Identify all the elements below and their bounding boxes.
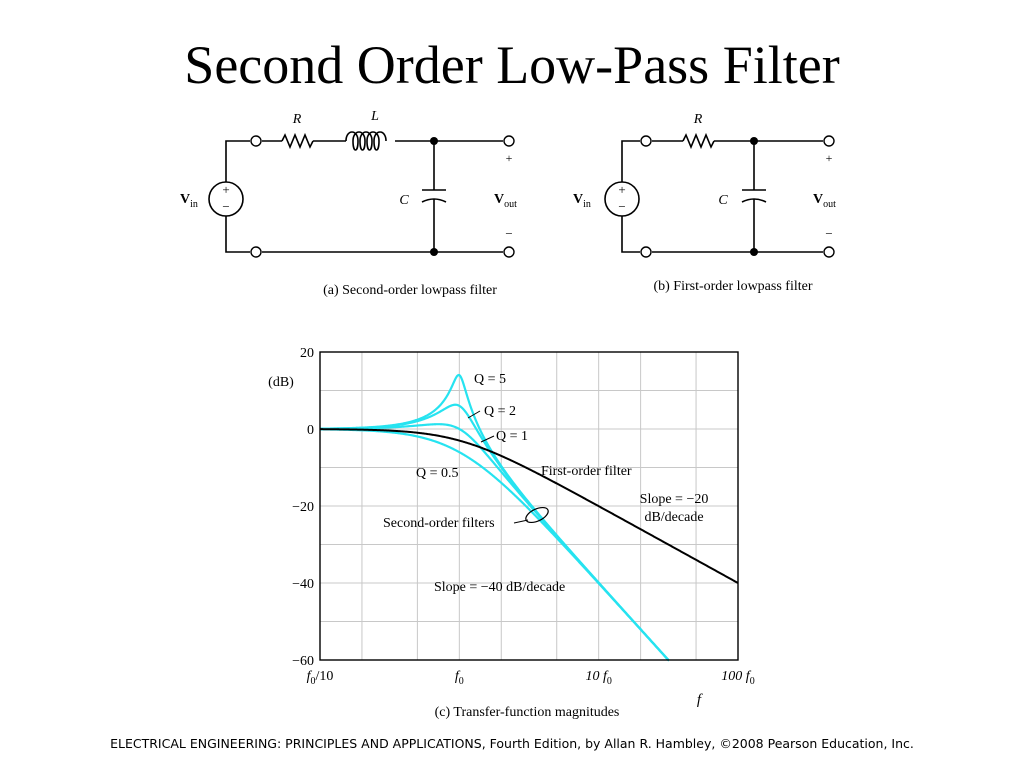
label-a-r: R — [292, 112, 302, 127]
caption-a: (a) Second-order lowpass filter — [323, 283, 497, 298]
wire-a-left-bottom — [225, 215, 250, 253]
wire-b-left-top — [621, 140, 640, 185]
x-tick-label: 100 f0 — [721, 669, 754, 687]
x-tick-label: f0 — [455, 669, 464, 687]
source-b-plus: + — [618, 182, 625, 197]
voltage-source-b-icon — [604, 181, 640, 217]
footer-copyright: ELECTRICAL ENGINEERING: PRINCIPLES AND A… — [110, 736, 914, 751]
annotation-q2: Q = 2 — [484, 404, 516, 419]
label-b-vout: Vout — [813, 192, 836, 210]
circuit-b: + − R C Vin Vout + − (b) First-order low… — [573, 112, 836, 294]
voltage-source-a-icon — [208, 181, 244, 217]
slide-title: Second Order Low-Pass Filter — [184, 35, 840, 95]
y-unit-label: (dB) — [268, 375, 294, 390]
annotation-q05: Q = 0.5 — [416, 466, 459, 481]
resistor-b — [682, 132, 715, 150]
source-b-minus: − — [618, 199, 625, 214]
label-b-vin: Vin — [573, 192, 591, 210]
plot-curves — [319, 373, 739, 662]
terminal-b-in-top — [640, 135, 652, 147]
annotation-first-order: First-order filter — [541, 464, 632, 479]
terminal-b-out-bottom — [823, 246, 835, 258]
annotation-slope20-line2: dB/decade — [644, 510, 703, 525]
circuit-a: + − R L C Vin Vout + − (a) Second-order … — [180, 109, 517, 298]
wire-b-left-bottom — [621, 215, 640, 253]
terminal-a-out-top — [503, 135, 515, 147]
plot-grid — [320, 352, 738, 660]
label-b-minus: − — [825, 226, 832, 241]
wire-a-left-top — [225, 140, 250, 185]
source-a-minus: − — [222, 199, 229, 214]
y-tick-label: −20 — [292, 500, 314, 515]
label-b-c: C — [718, 193, 728, 208]
annotation-q5: Q = 5 — [474, 372, 506, 387]
node-b-top — [750, 137, 758, 145]
annotation-q1: Q = 1 — [496, 429, 528, 444]
leader-q2 — [467, 410, 481, 419]
y-tick-label: −40 — [292, 577, 314, 592]
plot-frame — [319, 351, 739, 661]
label-a-minus: − — [505, 226, 512, 241]
terminal-a-in-bottom — [250, 246, 262, 258]
caption-b: (b) First-order lowpass filter — [653, 279, 812, 294]
annotation-slope40: Slope = −40 dB/decade — [434, 580, 565, 595]
node-a-top — [430, 137, 438, 145]
second-order-group-ellipse — [525, 506, 549, 524]
resistor-a — [281, 132, 314, 150]
inductor-a — [345, 131, 387, 151]
label-b-plus: + — [826, 151, 833, 165]
terminal-a-out-bottom — [503, 246, 515, 258]
label-a-vin: Vin — [180, 192, 198, 210]
x-tick-label: 10 f0 — [585, 669, 611, 687]
label-a-l: L — [370, 109, 379, 124]
label-b-r: R — [693, 112, 703, 127]
terminal-a-in-top — [250, 135, 262, 147]
x-tick-label: f0/10 — [307, 669, 334, 687]
terminal-b-out-top — [823, 135, 835, 147]
annotation-slope20-line1: Slope = −20 — [640, 492, 709, 507]
label-a-vout: Vout — [494, 192, 517, 210]
terminal-b-in-bottom — [640, 246, 652, 258]
x-axis-label: f — [697, 692, 703, 708]
leader-q1 — [480, 435, 495, 443]
node-a-bottom — [430, 248, 438, 256]
series-line-first-order — [320, 428, 739, 584]
y-tick-label: 20 — [300, 346, 314, 361]
leader-second-order — [513, 519, 529, 524]
source-a-plus: + — [222, 182, 229, 197]
caption-c: (c) Transfer-function magnitudes — [435, 705, 620, 720]
annotation-second-order: Second-order filters — [383, 516, 495, 531]
y-tick-label: −60 — [292, 654, 314, 669]
node-b-bottom — [750, 248, 758, 256]
y-tick-label: 0 — [307, 423, 314, 438]
series-line-second-order — [319, 428, 670, 661]
label-a-plus: + — [506, 151, 513, 165]
label-a-c: C — [399, 193, 409, 208]
